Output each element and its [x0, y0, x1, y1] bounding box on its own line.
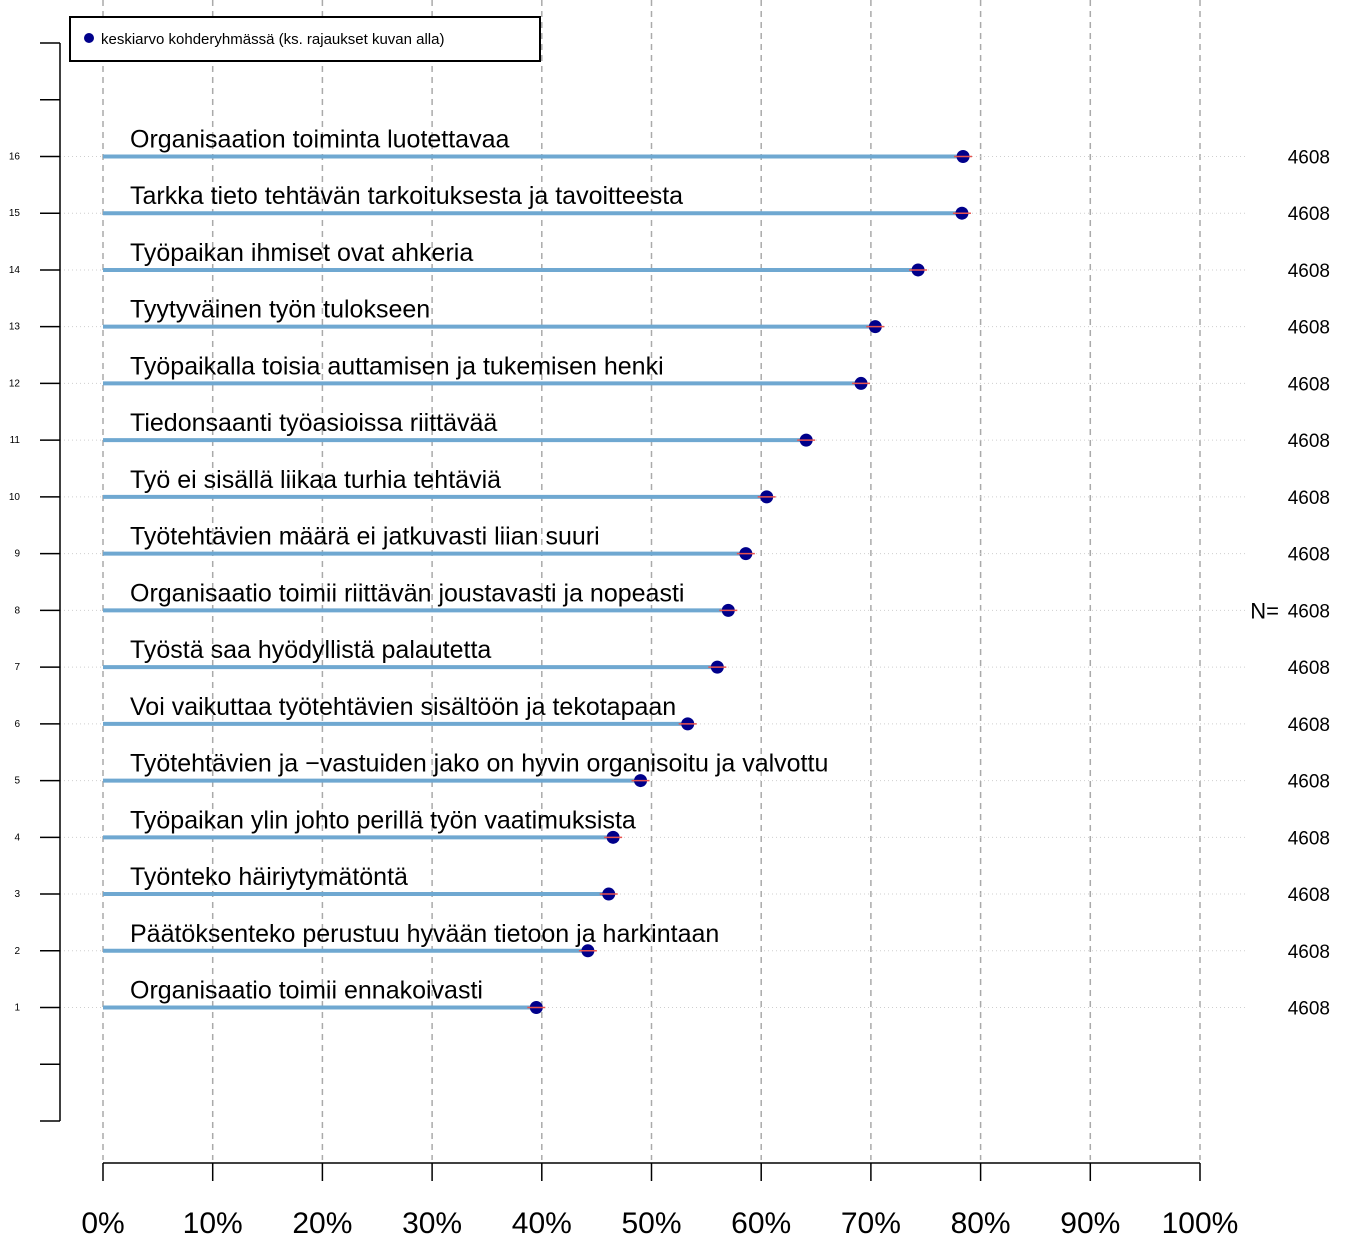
y-tick-label: 8 — [14, 605, 20, 616]
legend-box — [69, 16, 541, 62]
legend: keskiarvo kohderyhmässä (ks. rajaukset k… — [69, 16, 541, 62]
y-tick-label: 4 — [14, 832, 20, 843]
n-prefix-label: N= — [1250, 598, 1279, 623]
item-label: Työnteko häiriytymätöntä — [130, 863, 408, 891]
x-tick-label: 30% — [402, 1207, 462, 1238]
sample-size-label: 4608 — [1288, 431, 1330, 452]
y-tick-label: 2 — [14, 946, 20, 957]
lollipop-series — [103, 149, 973, 1015]
item-label: Organisaatio toimii ennakoivasti — [130, 977, 483, 1005]
sample-size-label: 4608 — [1288, 772, 1330, 793]
item-label: Tarkka tieto tehtävän tarkoituksesta ja … — [130, 182, 683, 210]
sample-size-label: 4608 — [1288, 374, 1330, 395]
y-tick-label: 11 — [10, 435, 21, 446]
y-tick-label: 5 — [14, 776, 20, 787]
item-label: Organisaatio toimii riittävän joustavast… — [130, 579, 684, 607]
sample-size-label: 4608 — [1288, 942, 1330, 963]
legend-marker — [84, 33, 94, 43]
item-labels: Organisaation toiminta luotettavaa Tarkka… — [130, 125, 828, 1004]
sample-size-label: 4608 — [1288, 318, 1330, 339]
sample-size-label: 4608 — [1288, 488, 1330, 509]
sample-size-label: 4608 — [1288, 715, 1330, 736]
item-label: Työpaikan ihmiset ovat ahkeria — [130, 239, 473, 267]
y-tick-label: 10 — [9, 492, 21, 503]
item-label: Työpaikan ylin johto perillä työn vaatim… — [130, 806, 636, 834]
sample-size-label: 4608 — [1288, 545, 1330, 566]
sample-size-label: 4608 — [1288, 885, 1330, 906]
y-tick-label: 1 — [14, 1003, 20, 1014]
y-tick-label: 16 — [9, 151, 21, 162]
sample-size-label: 4608 — [1288, 601, 1330, 622]
item-label: Työtehtävien ja −vastuiden jako on hyvin… — [130, 750, 828, 778]
sample-size-label: 4608 — [1288, 828, 1330, 849]
x-tick-label: 60% — [731, 1207, 791, 1238]
x-tick-label: 50% — [621, 1207, 681, 1238]
x-tick-label: 0% — [81, 1207, 124, 1238]
y-tick-label: 13 — [9, 322, 21, 333]
item-label: Työ ei sisällä liikaa turhia tehtäviä — [130, 466, 501, 494]
item-label: Työpaikalla toisia auttamisen ja tukemis… — [130, 352, 664, 380]
x-tick-label: 70% — [841, 1207, 901, 1238]
item-label: Tiedonsaanti työasioissa riittävää — [130, 409, 497, 437]
x-axis: 0% 10% 20% 30% 40% 50% 60% 70% 80% 90% 100% — [81, 1162, 1239, 1238]
y-tick-label: 3 — [14, 889, 20, 900]
y-tick-label: 7 — [14, 662, 20, 673]
item-label: Voi vaikuttaa työtehtävien sisältöön ja … — [130, 693, 676, 721]
y-tick-label: 15 — [9, 208, 21, 219]
sample-size-label: 4608 — [1288, 147, 1330, 168]
sample-size-label: 4608 — [1288, 204, 1330, 225]
x-tick-label: 80% — [951, 1207, 1011, 1238]
legend-label: keskiarvo kohderyhmässä (ks. rajaukset k… — [101, 31, 444, 48]
item-label: Työstä saa hyödyllistä palautetta — [130, 636, 491, 664]
x-tick-label: 10% — [183, 1207, 243, 1238]
y-tick-label: 14 — [9, 265, 21, 276]
sample-size-column: 4608 4608 4608 4608 4608 4608 4608 4608 4608 4608… — [1250, 147, 1330, 1019]
sample-size-label: 4608 — [1288, 999, 1330, 1020]
x-tick-label: 100% — [1162, 1207, 1239, 1238]
y-tick-label: 6 — [14, 719, 20, 730]
item-label: Tyytyväinen työn tulokseen — [130, 296, 430, 324]
item-label: Organisaation toiminta luotettavaa — [130, 125, 509, 153]
item-label: Päätöksenteko perustuu hyvään tietoon ja… — [130, 920, 719, 948]
y-tick-label: 9 — [14, 549, 20, 560]
x-tick-label: 20% — [292, 1207, 352, 1238]
sample-size-label: 4608 — [1288, 658, 1330, 679]
x-tick-label: 40% — [512, 1207, 572, 1238]
sample-size-label: 4608 — [1288, 261, 1330, 282]
y-tick-label: 12 — [9, 378, 21, 389]
x-tick-label: 90% — [1060, 1207, 1120, 1238]
item-label: Työtehtävien määrä ei jatkuvasti liian s… — [130, 523, 600, 551]
